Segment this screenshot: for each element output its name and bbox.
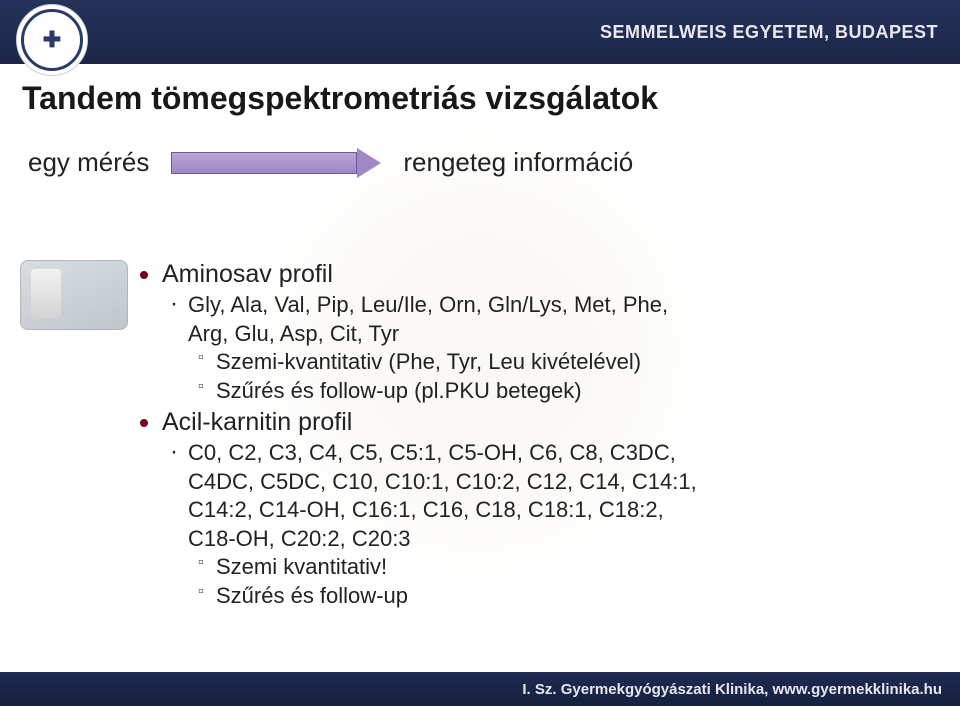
bullet-aminosav: Aminosav profil — [140, 260, 930, 289]
arrow-icon — [171, 148, 381, 178]
amino-list-line1: Gly, Ala, Val, Pip, Leu/Ile, Orn, Gln/Ly… — [140, 291, 930, 319]
slide-content: Tandem tömegspektrometriás vizsgálatok e… — [20, 80, 940, 656]
amino-list-line2: Arg, Glu, Asp, Cit, Tyr — [140, 320, 930, 348]
arrow-body — [171, 152, 357, 174]
measure-row: egy mérés rengeteg információ — [28, 147, 940, 178]
ac-line1: C0, C2, C3, C4, C5, C5:1, C5-OH, C6, C8,… — [140, 439, 930, 467]
measure-left-text: egy mérés — [28, 147, 149, 178]
amino-list-line2-text: Arg, Glu, Asp, Cit, Tyr — [188, 321, 399, 346]
header-bar: SEMMELWEIS EGYETEM, BUDAPEST — [0, 0, 960, 64]
ac-line4: C18-OH, C20:2, C20:3 — [140, 525, 930, 553]
slide-title: Tandem tömegspektrometriás vizsgálatok — [22, 80, 940, 117]
footer-bar: I. Sz. Gyermekgyógyászati Klinika, www.g… — [0, 672, 960, 706]
amino-screening: Szűrés és follow-up (pl.PKU betegek) — [140, 377, 930, 405]
arrow-head — [357, 148, 381, 178]
ac-semi-quant: Szemi kvantitativ! — [140, 553, 930, 581]
bullet-list: Aminosav profil Gly, Ala, Val, Pip, Leu/… — [140, 260, 930, 610]
amino-semi-quant: Szemi-kvantitativ (Phe, Tyr, Leu kivétel… — [140, 348, 930, 376]
seal-cross-icon: ✚ — [43, 27, 61, 53]
measure-right-text: rengeteg információ — [403, 147, 633, 178]
ac-line3: C14:2, C14-OH, C16:1, C16, C18, C18:1, C… — [140, 496, 930, 524]
ac-line2: C4DC, C5DC, C10, C10:1, C10:2, C12, C14,… — [140, 468, 930, 496]
header-title: SEMMELWEIS EGYETEM, BUDAPEST — [600, 22, 938, 43]
footer-text: I. Sz. Gyermekgyógyászati Klinika, www.g… — [522, 681, 942, 698]
seal-ring: ✚ — [21, 9, 83, 71]
bullet-acilkarnitin: Acil-karnitin profil — [140, 408, 930, 437]
university-seal: ✚ — [16, 4, 88, 76]
mass-spectrometer-image — [20, 260, 128, 330]
ac-screening: Szűrés és follow-up — [140, 582, 930, 610]
